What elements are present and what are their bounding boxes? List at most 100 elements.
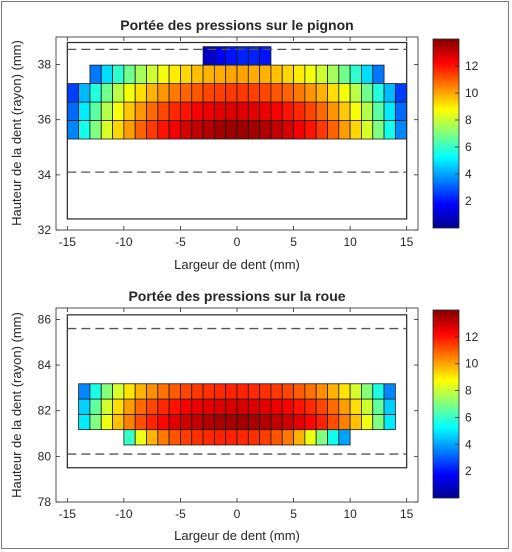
- pressure-cell: [315, 120, 328, 140]
- pressure-cell: [361, 120, 374, 140]
- pressure-cell: [327, 120, 340, 140]
- pressure-cell: [293, 120, 306, 140]
- pressure-cell: [372, 398, 385, 415]
- pinion-y-axis-label: Hauteur de la dent (rayon) (mm): [9, 40, 24, 226]
- pressure-cell: [89, 398, 102, 415]
- pressure-cell: [383, 120, 396, 140]
- pinion-chart-title: Portée des pressions sur le pignon: [120, 17, 353, 33]
- pressure-cell: [78, 120, 91, 140]
- pressure-cell: [259, 101, 272, 121]
- pressure-cell: [372, 383, 385, 400]
- pressure-cell: [293, 383, 306, 400]
- pressure-cell: [327, 413, 340, 431]
- pressure-cell: [383, 398, 396, 415]
- wheel-y-axis-label: Hauteur de la dent (rayon) (mm): [9, 312, 24, 498]
- pressure-cell: [100, 83, 113, 103]
- tooth-outline: [66, 314, 408, 469]
- pressure-cell: [394, 101, 408, 121]
- pressure-cell: [338, 101, 351, 121]
- pressure-cell: [78, 398, 91, 415]
- pressure-cell: [191, 383, 204, 400]
- pressure-cell: [100, 64, 113, 84]
- pressure-cell: [66, 120, 80, 140]
- pressure-cell: [270, 383, 283, 400]
- x-tick-label: 15: [400, 507, 414, 521]
- pressure-cell: [123, 413, 136, 431]
- pressure-cell: [134, 413, 147, 431]
- wheel-reference-lines: [66, 314, 408, 469]
- pressure-cell: [213, 83, 227, 103]
- x-tick-label: -10: [115, 235, 133, 249]
- x-tick-label: -5: [175, 235, 186, 249]
- pressure-cell: [112, 120, 125, 140]
- colorbar-tick-label: 4: [465, 437, 472, 451]
- pressure-cell: [202, 120, 215, 140]
- pressure-cell: [338, 383, 351, 400]
- pressure-cell: [191, 429, 204, 446]
- pressure-cell: [157, 383, 170, 400]
- pressure-cell: [168, 64, 181, 84]
- pinion-x-axis-label: Largeur de dent (mm): [174, 257, 300, 272]
- pressure-cell: [315, 429, 328, 446]
- colorbar-tick-label: 6: [465, 410, 472, 424]
- pressure-cell: [168, 101, 181, 121]
- pinion-pressure-cells: [66, 46, 408, 140]
- pressure-cell: [191, 120, 204, 140]
- pressure-cell: [281, 383, 294, 400]
- pressure-cell: [247, 383, 261, 400]
- pressure-cell: [123, 383, 136, 400]
- pressure-cell: [112, 64, 125, 84]
- colorbar-tick-label: 6: [465, 140, 472, 154]
- pressure-cell: [349, 64, 362, 84]
- pressure-cell: [236, 101, 249, 121]
- pressure-cell: [202, 413, 215, 431]
- pressure-cell: [247, 429, 261, 446]
- pressure-cell: [361, 398, 374, 415]
- pressure-cell: [327, 64, 340, 84]
- pressure-cell: [304, 413, 317, 431]
- pressure-cell: [180, 429, 193, 446]
- wheel-chart: Portée des pressions sur la roue Largeur…: [9, 288, 479, 543]
- pressure-cell: [213, 64, 227, 84]
- pressure-cell: [146, 64, 159, 84]
- pressure-cell: [383, 101, 396, 121]
- pressure-cell: [225, 413, 238, 431]
- pressure-cell: [180, 120, 193, 140]
- x-tick-label: -15: [59, 507, 77, 521]
- pressure-cell: [225, 120, 238, 140]
- pressure-cell: [66, 101, 80, 121]
- pressure-cell: [259, 46, 272, 66]
- wheel-colorbar-ticks: 2 4 6 8 10 12: [455, 330, 479, 478]
- y-tick-label: 32: [38, 223, 52, 237]
- pressure-cell: [259, 383, 272, 400]
- pressure-cell: [293, 429, 306, 446]
- pinion-chart: Portée des pressions sur le pignon Large…: [9, 17, 479, 272]
- pressure-cell: [180, 383, 193, 400]
- pinion-colorbar-ticks: 2 4 6 8 10 12: [455, 59, 479, 208]
- pressure-cell: [236, 413, 249, 431]
- pressure-cell: [247, 398, 261, 415]
- pressure-cell: [213, 413, 227, 431]
- pressure-cell: [78, 413, 91, 431]
- pressure-cell: [168, 398, 181, 415]
- pressure-cell: [89, 64, 102, 84]
- pressure-cell: [213, 120, 227, 140]
- pressure-cell: [315, 83, 328, 103]
- pressure-cell: [247, 120, 261, 140]
- y-tick-label: 82: [38, 404, 52, 418]
- x-tick-label: 10: [343, 235, 357, 249]
- pressure-cell: [349, 83, 362, 103]
- pressure-cell: [134, 101, 147, 121]
- pressure-cell: [338, 398, 351, 415]
- wheel-pressure-cells: [78, 383, 396, 446]
- pressure-cell: [134, 83, 147, 103]
- pressure-cell: [180, 101, 193, 121]
- pressure-cell: [349, 383, 362, 400]
- pressure-cell: [100, 120, 113, 140]
- pressure-cell: [236, 383, 249, 400]
- pressure-cell: [293, 64, 306, 84]
- pressure-cell: [78, 383, 91, 400]
- pressure-cell: [372, 413, 385, 431]
- pressure-cell: [180, 83, 193, 103]
- pressure-cell: [361, 83, 374, 103]
